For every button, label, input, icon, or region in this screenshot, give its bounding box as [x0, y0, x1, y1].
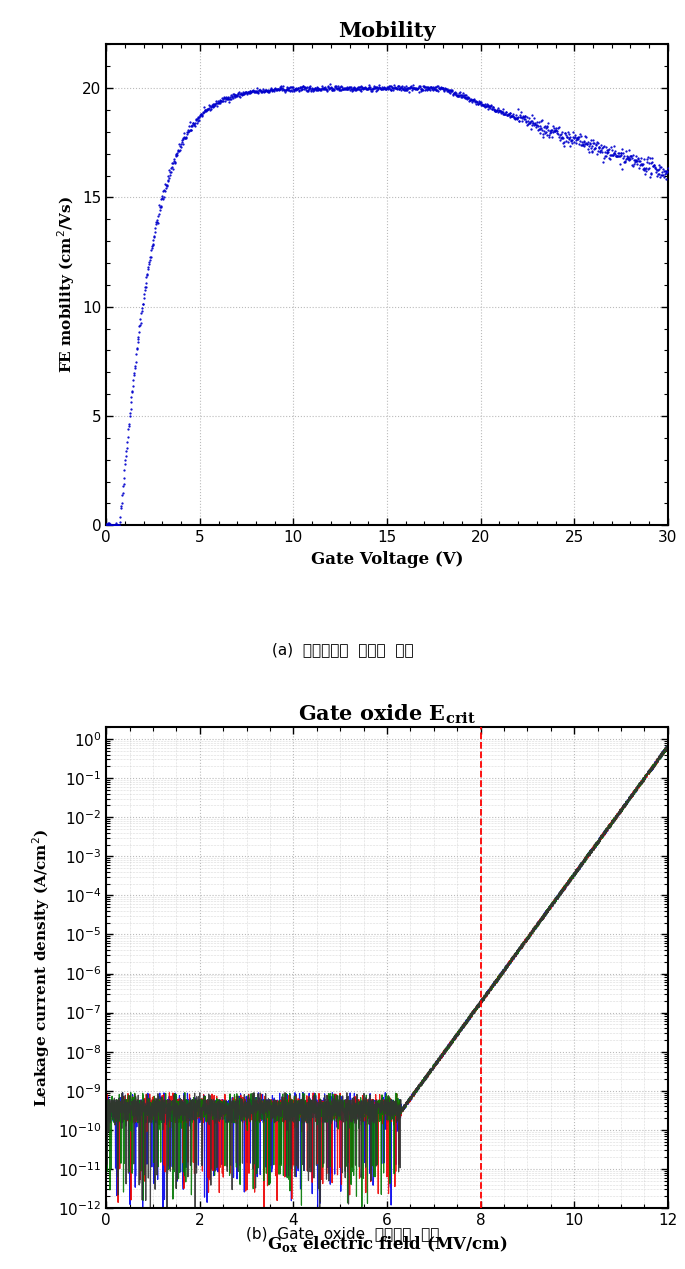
X-axis label: Gate Voltage (V): Gate Voltage (V)	[311, 551, 463, 567]
Y-axis label: FE mobility (cm$^2$/Vs): FE mobility (cm$^2$/Vs)	[55, 197, 77, 373]
Text: (b)  Gate  oxide  임계전계  특성: (b) Gate oxide 임계전계 특성	[246, 1226, 439, 1241]
Title: Mobility: Mobility	[338, 22, 436, 42]
Title: Gate oxide E$_{\mathregular{crit}}$: Gate oxide E$_{\mathregular{crit}}$	[298, 702, 476, 726]
X-axis label: G$_{\mathregular{ox}}$ electric field (MV/cm): G$_{\mathregular{ox}}$ electric field (M…	[266, 1233, 508, 1254]
Text: (a)  수평소자의  이동도  특성: (a) 수평소자의 이동도 특성	[272, 642, 413, 657]
Y-axis label: Leakage current density (A/cm$^2$): Leakage current density (A/cm$^2$)	[31, 829, 52, 1107]
